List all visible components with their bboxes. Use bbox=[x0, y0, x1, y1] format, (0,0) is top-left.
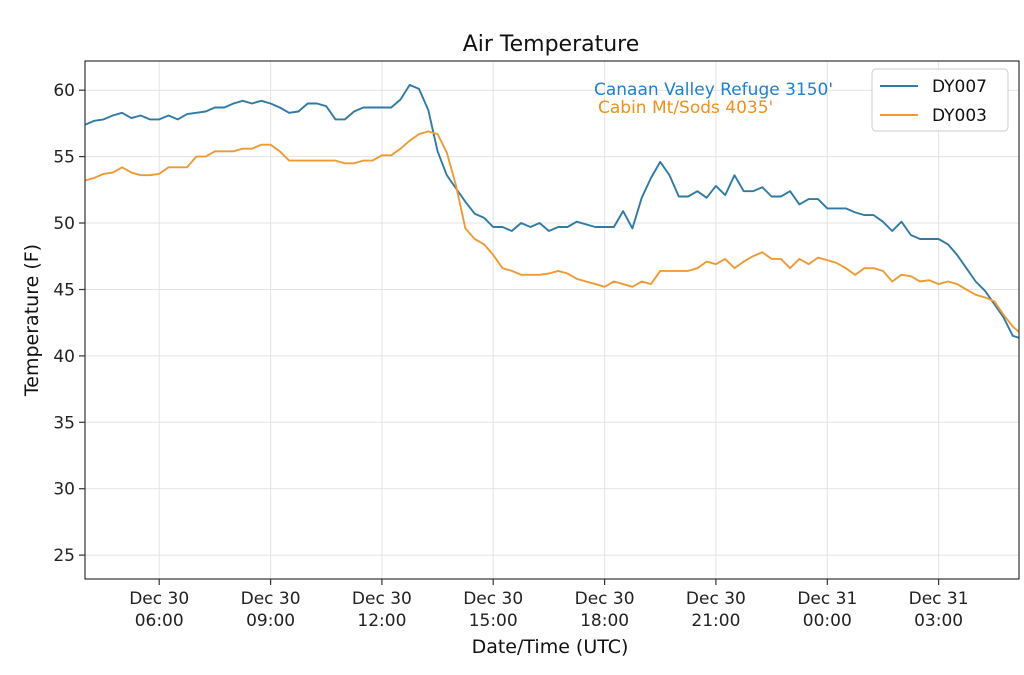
y-tick-label: 60 bbox=[53, 81, 75, 101]
station-label-cabin-mt: Cabin Mt/Sods 4035' bbox=[598, 98, 773, 118]
x-tick-label-date: Dec 30 bbox=[575, 589, 635, 609]
y-tick-label: 55 bbox=[53, 148, 75, 168]
x-tick-label-time: 12:00 bbox=[357, 611, 406, 631]
series-line-dy003 bbox=[85, 130, 1019, 334]
legend: DY007 DY003 bbox=[871, 68, 1009, 132]
x-tick-label-time: 18:00 bbox=[580, 611, 629, 631]
station-label-canaan-valley: Canaan Valley Refuge 3150' bbox=[594, 80, 833, 100]
legend-label-dy007: DY007 bbox=[932, 77, 987, 97]
x-tick-label-time: 03:00 bbox=[914, 611, 963, 631]
x-tick-label-date: Dec 30 bbox=[352, 589, 412, 609]
y-tick-label: 30 bbox=[53, 480, 75, 500]
y-tick-label: 25 bbox=[53, 546, 75, 566]
legend-label-dy003: DY003 bbox=[932, 106, 987, 126]
x-tick-label-date: Dec 30 bbox=[686, 589, 746, 609]
x-tick-label-time: 09:00 bbox=[246, 611, 295, 631]
x-tick-label-time: 21:00 bbox=[691, 611, 740, 631]
series-lines bbox=[85, 83, 1019, 339]
y-tick-label: 45 bbox=[53, 281, 75, 301]
chart-title: Air Temperature bbox=[463, 32, 640, 57]
x-tick-label-date: Dec 30 bbox=[463, 589, 523, 609]
x-tick-label-time: 15:00 bbox=[469, 611, 518, 631]
x-tick-label-time: 00:00 bbox=[803, 611, 852, 631]
y-tick-label: 50 bbox=[53, 214, 75, 234]
y-tick-label: 35 bbox=[53, 413, 75, 433]
y-axis-ticks: 25 30 35 40 45 50 55 60 bbox=[53, 81, 85, 566]
x-tick-label-date: Dec 30 bbox=[241, 589, 301, 609]
x-tick-label-date: Dec 30 bbox=[129, 589, 189, 609]
grid-lines bbox=[85, 61, 1019, 579]
x-tick-label-date: Dec 31 bbox=[909, 589, 969, 609]
x-axis-label: Date/Time (UTC) bbox=[472, 636, 629, 658]
y-tick-label: 40 bbox=[53, 347, 75, 367]
plot-frame bbox=[84, 60, 1020, 580]
x-tick-label-time: 06:00 bbox=[135, 611, 184, 631]
x-tick-label-date: Dec 31 bbox=[797, 589, 857, 609]
series-line-dy007 bbox=[85, 83, 1019, 339]
y-axis-label: Temperature (F) bbox=[21, 244, 43, 397]
